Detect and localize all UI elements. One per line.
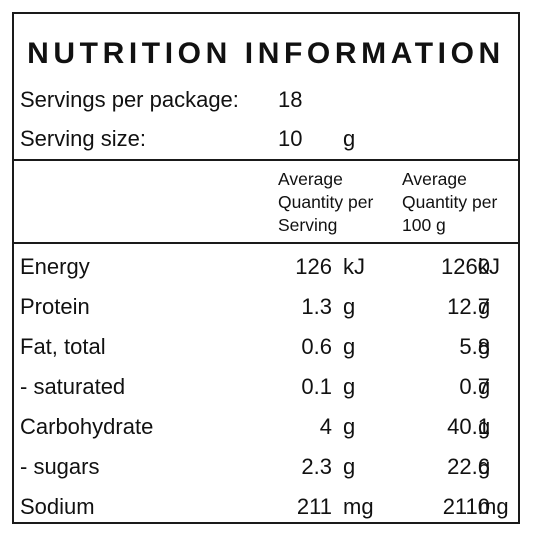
nutrition-panel: NUTRITION INFORMATION Servings per packa… <box>12 12 520 524</box>
per-serving-value: 4 <box>319 414 332 439</box>
per-100g-value: 22.6 <box>447 454 490 479</box>
servings-value: 18 <box>278 87 303 112</box>
per-100g-unit: g <box>478 294 491 319</box>
per-100g-unit: g <box>478 374 491 399</box>
serving-size-unit: g <box>343 126 356 151</box>
per-100g-unit: g <box>478 454 491 479</box>
per-100g-value: 0.7 <box>459 374 490 399</box>
nutrient-label: Sodium <box>20 494 95 519</box>
nutrient-label: Protein <box>20 294 90 319</box>
per-serving-value: 0.6 <box>301 334 332 359</box>
per-100g-value: 1260 <box>441 254 490 279</box>
per-serving-unit: kJ <box>343 254 365 279</box>
column-header-line: Average <box>278 169 343 189</box>
header-divider <box>14 159 518 161</box>
nutrient-label: - saturated <box>20 374 126 399</box>
nutrient-label: Carbohydrate <box>20 414 154 439</box>
per-100g-unit: g <box>478 334 491 359</box>
per-serving-unit: g <box>343 334 356 359</box>
per-100g-unit: mg <box>478 494 509 519</box>
per-serving-unit: g <box>343 374 356 399</box>
per-serving-value: 211 <box>296 494 332 519</box>
per-100g-unit: kJ <box>478 254 500 279</box>
per-100g-unit: g <box>478 414 491 439</box>
per-100g-value: 12.7 <box>447 294 490 319</box>
per-serving-unit: g <box>343 294 356 319</box>
per-serving-value: 126 <box>295 254 332 279</box>
servings-label: Servings per package: <box>20 87 239 112</box>
serving-size-value: 10 <box>278 126 303 151</box>
per-serving-unit: mg <box>343 494 374 519</box>
column-header-line: Average <box>402 169 467 189</box>
panel-title: NUTRITION INFORMATION <box>27 37 505 70</box>
nutrient-label: Energy <box>20 254 90 279</box>
per-100g-value: 2110 <box>442 494 490 519</box>
serving-size-label: Serving size: <box>20 126 146 151</box>
per-serving-value: 0.1 <box>301 374 332 399</box>
column-header-line: Quantity per <box>278 192 374 212</box>
column-header-line: Quantity per <box>402 192 498 212</box>
per-serving-unit: g <box>343 454 356 479</box>
table-divider <box>14 242 518 244</box>
per-100g-value: 5.8 <box>459 334 490 359</box>
nutrient-label: Fat, total <box>20 334 106 359</box>
per-serving-value: 2.3 <box>301 454 332 479</box>
per-100g-value: 40.1 <box>447 414 490 439</box>
per-serving-unit: g <box>343 414 356 439</box>
column-header-line: 100 g <box>402 215 446 235</box>
column-header-line: Serving <box>278 215 338 235</box>
per-serving-value: 1.3 <box>301 294 332 319</box>
nutrient-label: - sugars <box>20 454 100 479</box>
